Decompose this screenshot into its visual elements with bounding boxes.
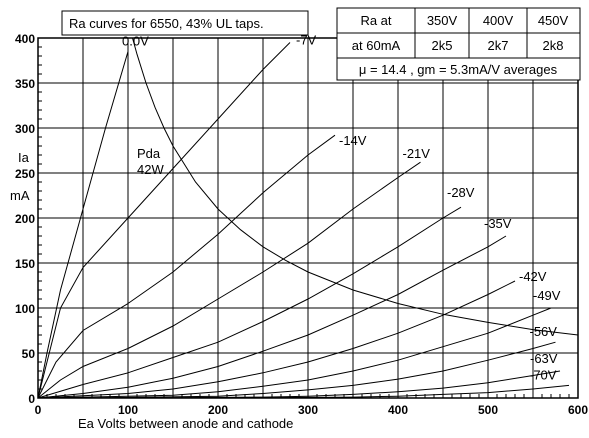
- grid-curve-70V: [217, 384, 570, 399]
- x-tick-label: 0: [35, 403, 42, 417]
- grid-curve-21V: [37, 161, 421, 399]
- title-box: Ra curves for 6550, 43% UL taps.: [61, 10, 309, 36]
- pda-curve: [132, 37, 579, 336]
- y-tick-label: 300: [15, 122, 35, 136]
- grid-curve-00V: [37, 51, 129, 399]
- ra-table-header-0: Ra at: [360, 13, 391, 28]
- grid-curve-42V: [37, 280, 516, 399]
- averages-text: μ = 14.4 , gm = 5.3mA/V averages: [359, 62, 558, 77]
- y-tick-label: 0: [28, 392, 35, 406]
- x-tick-label: 100: [118, 403, 138, 417]
- x-tick-label: 400: [388, 403, 408, 417]
- pda-label-line1: Pda: [137, 146, 161, 161]
- curve-label: -21V: [403, 146, 431, 161]
- ra-table-cell-0: at 60mA: [352, 38, 401, 53]
- grid-curve-14V: [37, 134, 336, 399]
- ra-table-header-3: 450V: [538, 13, 569, 28]
- curve-label: -49V: [533, 288, 561, 303]
- y-tick-label: 200: [15, 212, 35, 226]
- plot-frame: [37, 37, 579, 399]
- axes: 0 100 200 300 400 500 600 0 50 100 150 200 250 300 350…: [15, 32, 588, 417]
- y-tick-label: 350: [15, 77, 35, 91]
- x-tick-label: 200: [208, 403, 228, 417]
- x-tick-label: 500: [478, 403, 498, 417]
- ra-table-header-2: 400V: [483, 13, 514, 28]
- y-axis-label-line2: mA: [10, 188, 30, 203]
- y-tick-label: 400: [15, 32, 35, 46]
- ra-table-cell-2: 2k7: [488, 38, 509, 53]
- curve-label: -56V: [530, 324, 558, 339]
- y-axis-label-line1: Ia: [18, 150, 30, 165]
- averages-box: μ = 14.4 , gm = 5.3mA/V averages: [336, 57, 581, 81]
- grid-curve-35V: [37, 235, 507, 399]
- curve-label: -28V: [447, 185, 475, 200]
- pda-label-line2: 42W: [137, 162, 164, 177]
- y-tick-label: 50: [22, 347, 36, 361]
- curve-label: -14V: [339, 133, 367, 148]
- curve-label: -63V: [530, 351, 558, 366]
- curves: 0.0V -7V -14V -21V -28V -35V -42V -49V -56V -63V-…: [37, 33, 570, 399]
- grid-curve-63V: [127, 370, 561, 399]
- y-tick-label: 100: [15, 302, 35, 316]
- grid-curve-56V: [82, 341, 556, 399]
- grid-curve-7V: [37, 42, 291, 399]
- y-tick-label: 150: [15, 257, 35, 271]
- grid-curve-28V: [37, 206, 462, 399]
- x-axis-label: Ea Volts between anode and cathode: [78, 416, 293, 431]
- grid-curve-49V: [37, 307, 552, 399]
- x-tick-label: 600: [568, 403, 588, 417]
- curve-label: -42V: [519, 269, 547, 284]
- chart-title: Ra curves for 6550, 43% UL taps.: [69, 16, 264, 31]
- curve-label: -35V: [484, 216, 512, 231]
- curve-label: 0.0V: [122, 34, 149, 49]
- x-tick-label: 300: [298, 403, 318, 417]
- ra-table-header-1: 350V: [427, 13, 458, 28]
- ra-table-cell-1: 2k5: [432, 38, 453, 53]
- curve-label: -70V: [529, 367, 557, 382]
- ra-table: Ra at 350V 400V 450V at 60mA 2k5 2k7 2k8: [336, 7, 581, 59]
- y-tick-label: 250: [15, 167, 35, 181]
- curve-label: -7V: [296, 33, 317, 48]
- ra-table-cell-3: 2k8: [543, 38, 564, 53]
